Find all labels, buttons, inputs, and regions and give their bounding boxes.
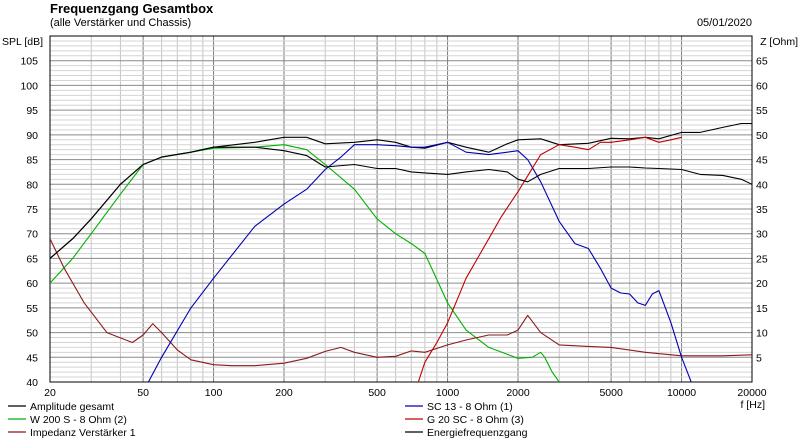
x-tick-label: 20 xyxy=(44,387,56,399)
y-tick-label: 90 xyxy=(26,130,38,142)
legend-label: Energiefrequenzgang xyxy=(427,427,528,439)
plot-grid xyxy=(49,36,753,382)
series-line-5 xyxy=(417,136,682,382)
x-tick-label: 1000 xyxy=(436,387,460,399)
y-tick-label: 70 xyxy=(26,229,38,241)
series-line-4 xyxy=(147,141,692,382)
x-tick-label: 500 xyxy=(368,387,386,399)
series-line-6 xyxy=(50,146,752,259)
x-tick-label: 10000 xyxy=(667,387,696,399)
y-tick-label: 85 xyxy=(26,155,38,167)
chart-title: Frequenzgang Gesamtbox xyxy=(50,1,214,16)
y-tick-label: 75 xyxy=(26,204,38,216)
y2-tick-label: 35 xyxy=(756,204,768,216)
y2-tick-label: 10 xyxy=(756,328,768,340)
y2-tick-label: 25 xyxy=(756,253,768,265)
x-tick-label: 100 xyxy=(205,387,223,399)
y-tick-label: 60 xyxy=(26,278,38,290)
x-tick-label: 200 xyxy=(275,387,293,399)
legend-label: G 20 SC - 8 Ohm (3) xyxy=(427,414,524,426)
y-axis-label: SPL [dB] xyxy=(2,36,43,48)
y2-tick-label: 5 xyxy=(756,352,762,364)
y-tick-label: 95 xyxy=(26,105,38,117)
legend-label: Impedanz Verstärker 1 xyxy=(30,427,136,439)
x-tick-label: 2000 xyxy=(506,387,530,399)
plot-lines xyxy=(50,122,752,382)
x-tick-label: 5000 xyxy=(599,387,623,399)
legend: Amplitude gesamt SC 13 - 8 Ohm (1) W 200 S… xyxy=(8,401,528,439)
y-tick-label: 80 xyxy=(26,179,38,191)
y-tick-label: 65 xyxy=(26,253,38,265)
x-tick-label: 50 xyxy=(137,387,149,399)
legend-label: SC 13 - 8 Ohm (1) xyxy=(427,401,513,413)
y2-tick-label: 60 xyxy=(756,80,768,92)
x-tick-label: 20000 xyxy=(737,387,766,399)
y2-tick-label: 20 xyxy=(756,278,768,290)
legend-label: W 200 S - 8 Ohm (2) xyxy=(30,414,127,426)
y2-tick-label: 40 xyxy=(756,179,768,191)
chart-subtitle: (alle Verstärker und Chassis) xyxy=(50,17,192,29)
y2-axis-label: Z [Ohm] xyxy=(760,36,798,48)
y2-tick-label: 55 xyxy=(756,105,768,117)
y-tick-label: 50 xyxy=(26,328,38,340)
x-axis-label: f [Hz] xyxy=(740,399,765,411)
y2-tick-label: 30 xyxy=(756,229,768,241)
y-tick-label: 45 xyxy=(26,352,38,364)
y2-tick-label: 50 xyxy=(756,130,768,142)
plot-frame xyxy=(49,35,753,383)
series-line-3 xyxy=(50,238,752,367)
y-tick-label: 40 xyxy=(26,377,38,389)
y2-tick-label: 45 xyxy=(756,155,768,167)
axis-ticks: 40 45 50 55 60 65 70 75 80 85 90 95 100 105 5 10 15 20 25 3… xyxy=(20,56,767,399)
y2-tick-label: 15 xyxy=(756,303,768,315)
y-tick-label: 105 xyxy=(20,56,38,68)
y-tick-label: 100 xyxy=(20,80,38,92)
y-tick-label: 55 xyxy=(26,303,38,315)
legend-label: Amplitude gesamt xyxy=(30,401,114,413)
y2-tick-label: 65 xyxy=(756,56,768,68)
chart-date: 05/01/2020 xyxy=(696,17,752,29)
